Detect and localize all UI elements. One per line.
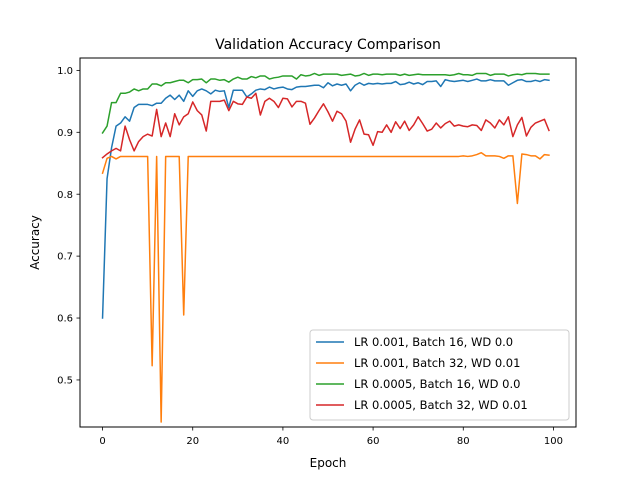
series-line-3 — [101, 72, 550, 134]
y-tick-label: 0.8 — [57, 190, 73, 201]
plot-frame — [79, 57, 577, 428]
x-tick-label: 0 — [99, 436, 105, 447]
x-tick-label: 60 — [367, 436, 380, 447]
legend: LR 0.001, Batch 16, WD 0.0 LR 0.001, Batc… — [309, 329, 570, 421]
x-tick-label: 40 — [277, 436, 290, 447]
y-tick-label: 0.6 — [57, 314, 73, 325]
y-axis-label: Accuracy — [28, 215, 42, 270]
series-layer — [101, 72, 550, 423]
legend-label-3: LR 0.0005, Batch 16, WD 0.0 — [354, 377, 520, 391]
y-tick-label: 0.9 — [57, 128, 73, 139]
series-line-1 — [101, 78, 550, 319]
x-axis-ticks: 0 20 40 60 80 100 — [99, 427, 563, 447]
legend-label-2: LR 0.001, Batch 32, WD 0.01 — [354, 356, 520, 370]
series-line-2 — [101, 151, 550, 423]
y-tick-label: 0.5 — [57, 376, 73, 387]
y-tick-label: 1.0 — [57, 66, 73, 77]
legend-box — [309, 329, 570, 421]
y-axis-ticks: 0.5 0.6 0.7 0.8 0.9 1.0 — [57, 66, 80, 387]
x-tick-label: 20 — [186, 436, 199, 447]
y-tick-label: 0.7 — [57, 252, 73, 263]
series-line-4 — [101, 92, 550, 159]
chart-title: Validation Accuracy Comparison — [215, 37, 441, 53]
x-tick-label: 100 — [544, 436, 563, 447]
x-tick-label: 80 — [457, 436, 470, 447]
legend-label-1: LR 0.001, Batch 16, WD 0.0 — [354, 335, 513, 349]
x-axis-label: Epoch — [310, 456, 347, 470]
legend-label-4: LR 0.0005, Batch 32, WD 0.01 — [354, 398, 528, 412]
